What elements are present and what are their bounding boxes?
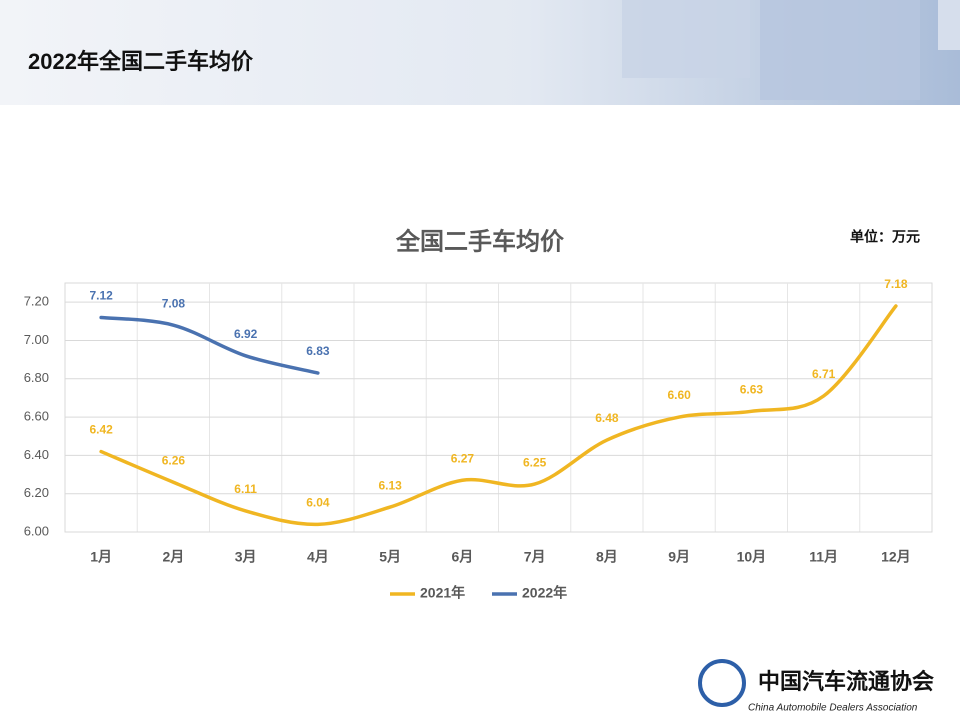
x-tick-label: 9月 [668, 549, 690, 565]
data-label: 6.42 [89, 423, 113, 437]
y-tick-label: 6.20 [24, 485, 49, 500]
logo: 中国汽车流通协会 China Automobile Dealers Associ… [698, 659, 934, 714]
logo-subtitle: China Automobile Dealers Association [748, 703, 918, 714]
y-tick-label: 6.80 [24, 370, 49, 385]
data-label: 6.11 [234, 482, 257, 496]
y-tick-label: 6.00 [24, 523, 49, 538]
x-tick-label: 7月 [524, 549, 546, 565]
x-tick-label: 12月 [881, 549, 911, 565]
y-tick-label: 6.60 [24, 409, 49, 424]
x-tick-label: 6月 [451, 549, 473, 565]
data-label: 7.08 [162, 296, 186, 310]
data-label: 6.26 [162, 453, 186, 467]
data-label: 6.63 [740, 383, 764, 397]
x-tick-label: 3月 [235, 549, 257, 565]
y-tick-label: 7.20 [24, 294, 49, 309]
data-label: 6.92 [234, 327, 258, 341]
y-tick-label: 7.00 [24, 332, 49, 347]
header-cube [760, 0, 920, 100]
header-cube [938, 0, 960, 50]
data-label: 6.71 [812, 367, 836, 381]
legend-label: 2022年 [522, 585, 567, 601]
x-tick-label: 8月 [596, 549, 618, 565]
data-label: 7.18 [884, 277, 908, 291]
data-label: 6.60 [667, 388, 691, 402]
series-line [99, 315, 320, 375]
data-label: 6.48 [595, 411, 619, 425]
unit-label: 单位：万元 [850, 229, 920, 245]
x-tick-label: 11月 [809, 549, 838, 565]
data-label: 6.83 [306, 344, 330, 358]
data-label: 6.27 [451, 451, 475, 465]
data-label: 7.12 [89, 289, 113, 303]
x-tick-label: 5月 [379, 549, 401, 565]
data-label: 6.25 [523, 455, 547, 469]
logo-icon [698, 659, 746, 707]
data-label: 6.04 [306, 496, 330, 510]
legend-label: 2021年 [420, 585, 465, 601]
data-label: 6.13 [378, 478, 402, 492]
x-tick-label: 10月 [737, 549, 767, 565]
page-title: 2022年全国二手车均价 [28, 49, 254, 74]
series-line [99, 304, 898, 527]
logo-name: 中国汽车流通协会 [758, 669, 934, 695]
chart-title: 全国二手车均价 [395, 227, 565, 255]
y-tick-label: 6.40 [24, 447, 49, 462]
x-tick-label: 1月 [90, 549, 112, 565]
x-tick-label: 4月 [307, 549, 329, 565]
x-tick-label: 2月 [162, 549, 184, 565]
header-cube [622, 0, 750, 78]
